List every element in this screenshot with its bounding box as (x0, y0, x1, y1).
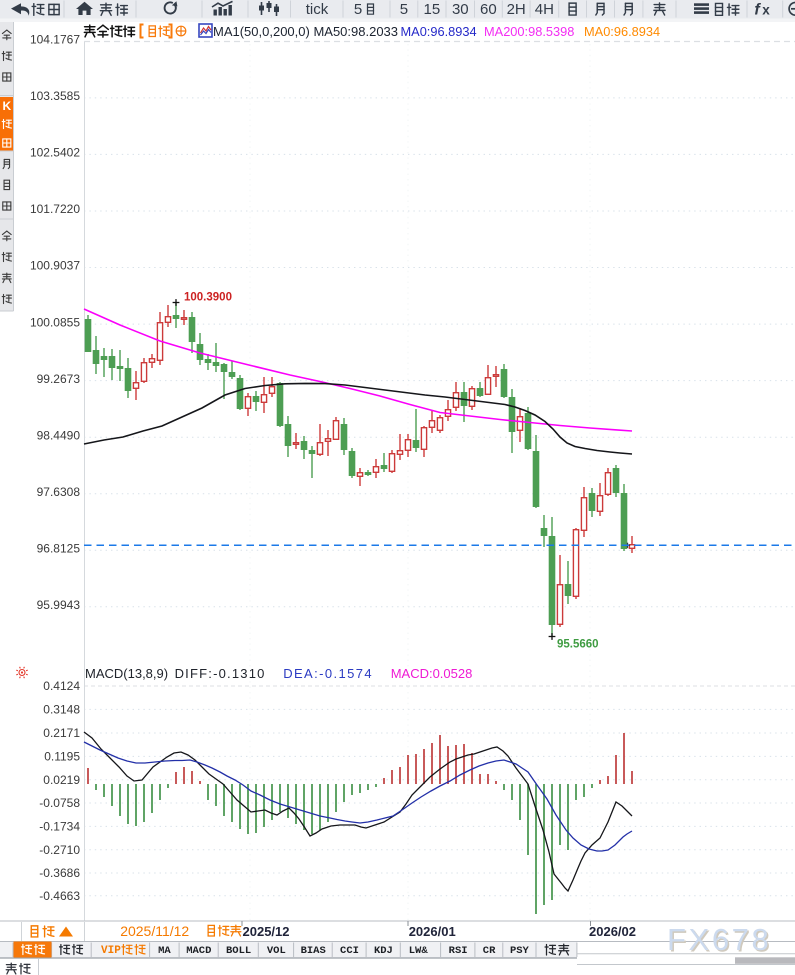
svg-text:30: 30 (452, 1, 469, 18)
svg-text:60: 60 (480, 1, 497, 18)
svg-text:f: f (754, 2, 761, 19)
svg-text:100.0855: 100.0855 (30, 315, 80, 329)
svg-text:-0.4663: -0.4663 (39, 889, 80, 903)
svg-text:FX678: FX678 (669, 924, 773, 959)
svg-text:-0.2710: -0.2710 (39, 843, 80, 857)
svg-text:FX678: FX678 (667, 922, 771, 957)
svg-text:-0.0758: -0.0758 (39, 796, 80, 810)
svg-text:0.4124: 0.4124 (43, 679, 80, 693)
svg-text:MACD: MACD (186, 945, 211, 957)
svg-text:MACD(13,8,9): MACD(13,8,9) (85, 666, 168, 681)
svg-text:DEA:-0.1574: DEA:-0.1574 (283, 666, 373, 681)
svg-text:97.6308: 97.6308 (37, 485, 81, 499)
svg-text:96.8125: 96.8125 (37, 542, 81, 556)
svg-text:MA0:96.8934: MA0:96.8934 (584, 24, 660, 39)
svg-text:5: 5 (400, 1, 408, 18)
svg-text:4H: 4H (535, 1, 554, 18)
svg-text:VIP: VIP (101, 945, 121, 957)
svg-text:103.3585: 103.3585 (30, 89, 80, 103)
svg-text:KDJ: KDJ (374, 945, 393, 957)
svg-text:DIFF:-0.1310: DIFF:-0.1310 (175, 666, 266, 681)
svg-text:0.1195: 0.1195 (44, 750, 80, 764)
svg-text:PSY: PSY (510, 945, 530, 957)
svg-text:LW&: LW& (409, 945, 429, 957)
svg-text:CCI: CCI (340, 945, 359, 957)
svg-text:99.2673: 99.2673 (37, 372, 81, 386)
svg-text:CR: CR (483, 945, 496, 957)
svg-text:0.3148: 0.3148 (43, 703, 80, 717)
svg-text:tick: tick (306, 1, 329, 18)
svg-text:-0.3686: -0.3686 (39, 866, 80, 880)
svg-text:K: K (2, 99, 11, 113)
svg-text:MA: MA (158, 945, 171, 957)
svg-text:98.4490: 98.4490 (37, 428, 81, 442)
svg-text:15: 15 (424, 1, 441, 18)
svg-text:2025/12: 2025/12 (243, 924, 290, 939)
svg-text:2H: 2H (507, 1, 526, 18)
svg-text:101.7220: 101.7220 (30, 202, 80, 216)
svg-text:MA200:98.5398: MA200:98.5398 (484, 24, 574, 39)
svg-text:100.9037: 100.9037 (30, 259, 80, 273)
svg-text:x: x (762, 3, 770, 18)
svg-text:-0.1734: -0.1734 (39, 820, 80, 834)
svg-text:95.9943: 95.9943 (37, 598, 81, 612)
svg-text:95.5660: 95.5660 (557, 639, 599, 651)
svg-text:104.1767: 104.1767 (30, 33, 80, 47)
svg-text:100.3900: 100.3900 (184, 292, 232, 304)
svg-text:MA1(50,0,200,0) MA50:98.2033: MA1(50,0,200,0) MA50:98.2033 (213, 24, 398, 39)
svg-text:102.5402: 102.5402 (30, 146, 80, 160)
svg-text:2025/11/12: 2025/11/12 (120, 923, 189, 939)
svg-text:MA0:96.8934: MA0:96.8934 (401, 24, 477, 39)
svg-text:VOL: VOL (267, 945, 286, 957)
svg-text:0.0219: 0.0219 (43, 773, 80, 787)
svg-text:5: 5 (354, 1, 362, 18)
svg-text:2026/01: 2026/01 (409, 924, 456, 939)
svg-text:RSI: RSI (449, 945, 468, 957)
svg-text:BOLL: BOLL (226, 945, 251, 957)
svg-text:MACD:0.0528: MACD:0.0528 (391, 666, 473, 681)
svg-text:BIAS: BIAS (301, 945, 326, 957)
svg-text:0.2171: 0.2171 (43, 726, 80, 740)
svg-text:2026/02: 2026/02 (589, 924, 636, 939)
